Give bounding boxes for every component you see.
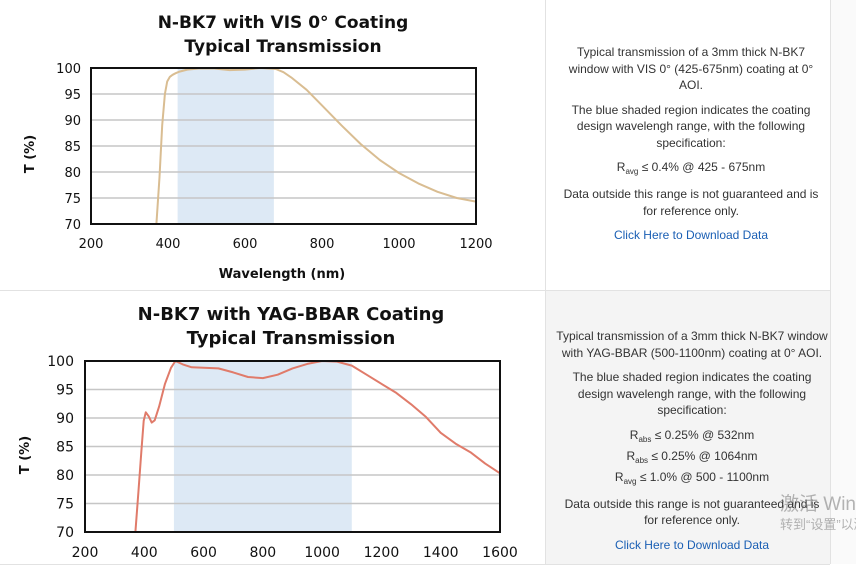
transmission-chart-vis: 70 75 80 85 90 95 100 200 400 600 800 1000 1200 N-BK7… xyxy=(23,13,493,282)
chart-title: N-BK7 with YAG-BBAR Coating xyxy=(138,304,445,325)
y-tick-label: 80 xyxy=(56,468,74,484)
spec-line: Ravg ≤ 1.0% @ 500 - 1100nm xyxy=(614,469,770,486)
shaded-region-note: The blue shaded region indicates the coa… xyxy=(571,102,811,150)
y-axis-label: T (%) xyxy=(18,436,33,474)
chart-subtitle: Typical Transmission xyxy=(184,37,381,57)
disclaimer-text: Data outside this range is not guarantee… xyxy=(564,496,820,528)
download-data-link[interactable]: Click Here to Download Data xyxy=(613,228,769,242)
x-tick-label: 1000 xyxy=(304,545,340,561)
y-tick-label: 90 xyxy=(56,411,74,427)
spec-line: Ravg ≤ 0.4% @ 425 - 675nm xyxy=(616,160,766,176)
plot-frame xyxy=(90,67,477,225)
y-tick-label: 70 xyxy=(64,218,81,233)
description-text: Typical transmission of a 3mm thick N-BK… xyxy=(568,45,814,92)
spec-line: Rabs ≤ 0.25% @ 532nm xyxy=(629,427,755,444)
y-tick-label: 85 xyxy=(64,140,81,155)
spec-list: Ravg ≤ 0.4% @ 425 - 675nm xyxy=(558,159,824,180)
x-tick-label: 200 xyxy=(79,237,104,252)
description-text: Typical transmission of a 3mm thick N-BK… xyxy=(556,329,828,360)
y-tick-label: 70 xyxy=(56,525,74,541)
x-tick-label: 600 xyxy=(233,237,258,252)
chart-subtitle: Typical Transmission xyxy=(187,328,396,349)
page-right-edge xyxy=(830,0,856,564)
x-tick-label: 1400 xyxy=(423,545,459,561)
spec-list: Rabs ≤ 0.25% @ 532nm Rabs ≤ 0.25% @ 1064… xyxy=(556,427,828,490)
x-tick-label: 800 xyxy=(249,545,276,561)
description-cell-yag-bbar: Typical transmission of a 3mm thick N-BK… xyxy=(545,291,830,564)
chart-cell-vis: 70 75 80 85 90 95 100 200 400 600 800 1000 1200 N-BK7… xyxy=(0,0,544,290)
x-tick-label: 1200 xyxy=(459,237,492,252)
spec-line: Rabs ≤ 0.25% @ 1064nm xyxy=(626,448,758,465)
x-tick-label: 200 xyxy=(72,545,99,561)
product-row-vis: 70 75 80 85 90 95 100 200 400 600 800 1000 1200 N-BK7… xyxy=(0,0,830,291)
x-tick-label: 800 xyxy=(310,237,335,252)
transmission-chart-yag-bbar: 70 75 80 85 90 95 100 200 400 600 800 1000 1200 1400 1… xyxy=(18,304,518,561)
disclaimer-text: Data outside this range is not guarantee… xyxy=(563,187,819,218)
y-tick-label: 100 xyxy=(47,354,74,370)
transmission-curve xyxy=(134,360,501,533)
y-tick-label: 100 xyxy=(56,62,81,77)
plot-frame xyxy=(84,360,501,533)
x-tick-label: 1000 xyxy=(382,237,415,252)
y-tick-label: 75 xyxy=(64,192,81,207)
chart-cell-yag-bbar: 70 75 80 85 90 95 100 200 400 600 800 1000 1200 1400 1… xyxy=(0,291,544,564)
y-tick-label: 90 xyxy=(64,114,81,129)
y-tick-label: 80 xyxy=(64,166,81,181)
y-tick-label: 75 xyxy=(56,497,74,513)
watermark-subtitle: 转到“设置”以激活 Windows。 xyxy=(780,517,856,532)
x-tick-label: 600 xyxy=(190,545,217,561)
y-tick-label: 95 xyxy=(64,88,81,103)
chart-title: N-BK7 with VIS 0° Coating xyxy=(158,13,409,33)
shaded-region-note: The blue shaded region indicates the coa… xyxy=(572,370,812,417)
os-activation-watermark: 激活 Windows 转到“设置”以激活 Windows。 xyxy=(780,494,856,534)
y-axis-label: T (%) xyxy=(23,135,38,173)
watermark-title: 激活 Windows xyxy=(780,494,856,515)
product-row-yag-bbar: 70 75 80 85 90 95 100 200 400 600 800 1000 1200 1400 1… xyxy=(0,291,830,565)
x-tick-label: 400 xyxy=(131,545,158,561)
x-axis-label: Wavelength (nm) xyxy=(219,267,345,282)
download-data-link[interactable]: Click Here to Download Data xyxy=(614,537,770,552)
x-tick-label: 1200 xyxy=(364,545,400,561)
y-tick-label: 85 xyxy=(56,440,74,456)
x-tick-label: 400 xyxy=(156,237,181,252)
y-tick-label: 95 xyxy=(56,383,74,399)
description-cell-vis: Typical transmission of a 3mm thick N-BK… xyxy=(545,0,830,290)
x-tick-label: 1600 xyxy=(482,545,518,561)
